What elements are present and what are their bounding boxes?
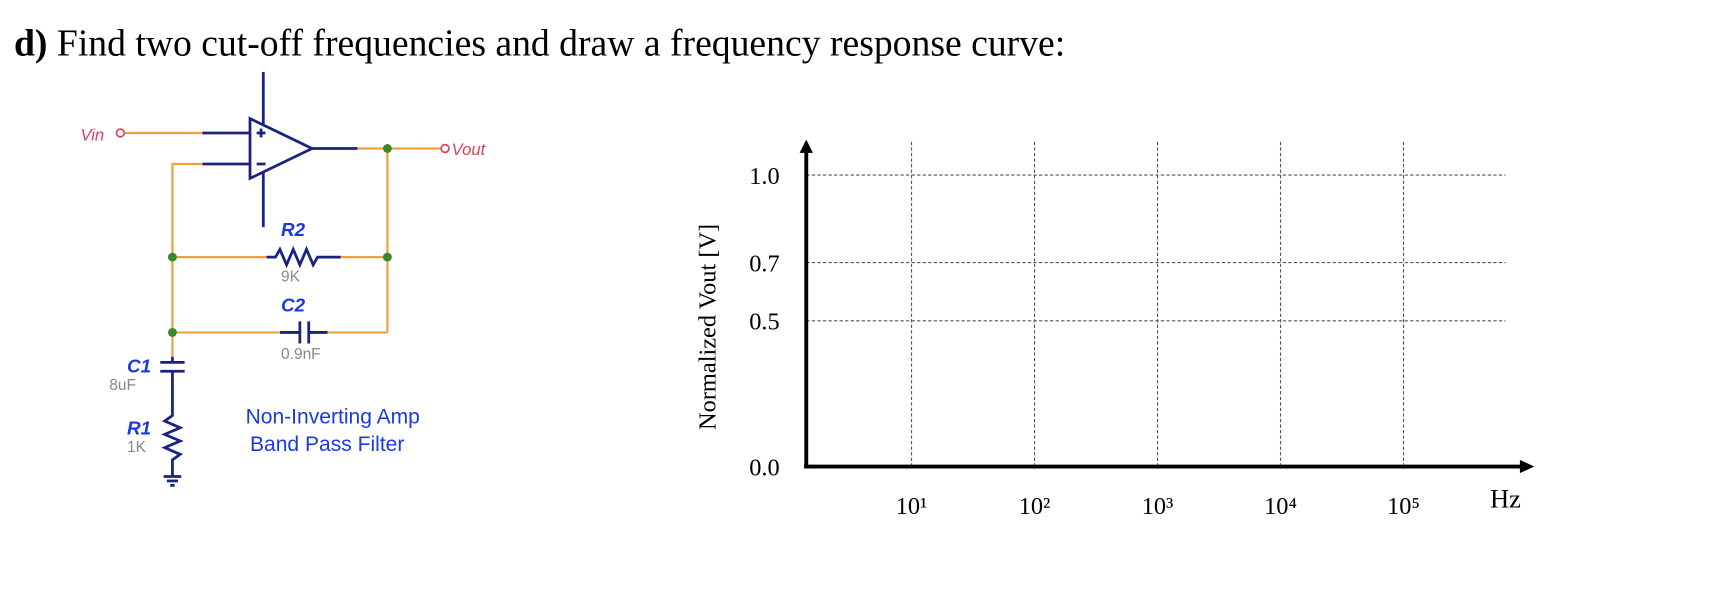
- arrow: [1519, 459, 1535, 474]
- vin-label: Vin: [80, 126, 104, 145]
- arrow: [799, 139, 813, 153]
- x-tick-label: 10²: [1019, 493, 1051, 520]
- x-unit: Hz: [1490, 484, 1521, 514]
- vout-label: Vout: [452, 140, 487, 159]
- op-amp: [248, 116, 316, 181]
- r1-name: R1: [127, 417, 151, 438]
- x-tick-label: 10³: [1142, 493, 1174, 520]
- y-tick-label: 0.5: [749, 309, 779, 336]
- heading-label: d): [14, 22, 47, 64]
- node: [168, 328, 177, 337]
- c1-value: 8uF: [109, 377, 136, 394]
- c1-name: C1: [127, 355, 151, 376]
- wire: [171, 162, 203, 357]
- node: [382, 252, 392, 262]
- circuit: Vin Vout R: [80, 72, 487, 487]
- r1-value: 1K: [127, 439, 147, 456]
- c2-name: C2: [281, 294, 306, 315]
- x-tick-label: 10⁵: [1387, 493, 1420, 520]
- y-tick-label: 0.0: [749, 454, 779, 481]
- y-axis-label: Normalized Vout [V]: [694, 224, 721, 430]
- caption: Non-Inverting Amp: [246, 405, 420, 428]
- y-tick-label: 1.0: [749, 163, 779, 190]
- graph: 10⁵ 10⁴ 10³ 10² 10¹ 0.0 0.5 0.7 1.0 Normalized V…: [694, 139, 1535, 520]
- x-tick-label: 10⁴: [1264, 493, 1297, 520]
- node: [168, 252, 177, 262]
- r2-value: 9K: [281, 268, 301, 285]
- node: [382, 144, 392, 153]
- resistor: [161, 371, 184, 477]
- x-tick-label: 10¹: [896, 493, 928, 520]
- y-tick-label: 0.7: [749, 250, 779, 277]
- caption: Band Pass Filter: [250, 433, 404, 456]
- resistor: [266, 245, 341, 269]
- r2-name: R2: [281, 219, 306, 240]
- c2-value: 0.9nF: [281, 346, 321, 363]
- heading: d) Find two cut-off frequencies and draw…: [14, 22, 1065, 64]
- terminal: [115, 128, 126, 138]
- terminal: [440, 143, 450, 154]
- heading-text: Find two cut-off frequencies and draw a …: [57, 22, 1065, 64]
